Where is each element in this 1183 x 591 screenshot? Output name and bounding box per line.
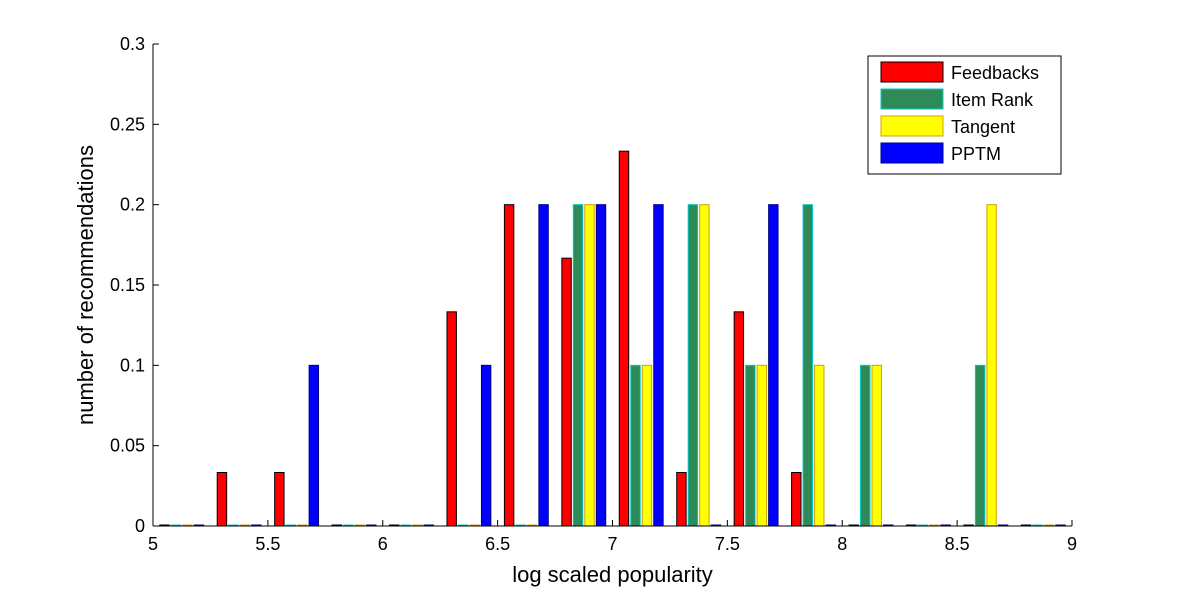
bar-feedbacks-10 (733, 311, 745, 527)
y-tick-label: 0.25 (110, 114, 145, 134)
y-tick-label: 0.3 (120, 34, 145, 54)
legend: Feedbacks Item Rank Tangent PPTM (867, 55, 1062, 175)
bar-item-rank-10 (745, 364, 756, 527)
bar-tangent-12 (871, 364, 882, 527)
x-tick-label: 7.5 (715, 534, 740, 554)
bar-feedbacks-11 (791, 472, 802, 527)
x-tick-label: 8.5 (945, 534, 970, 554)
bar-feedbacks-1 (216, 472, 228, 527)
bar-tangent-9 (699, 204, 710, 527)
bar-feedbacks-7 (561, 257, 572, 527)
x-tick-label: 6.5 (485, 534, 510, 554)
legend-swatch-tangent (880, 115, 944, 137)
bar-pptm-7 (595, 204, 607, 527)
legend-swatch-feedbacks (880, 61, 944, 83)
bar-feedbacks-9 (676, 472, 687, 527)
legend-label-feedbacks: Feedbacks (951, 63, 1039, 83)
x-tick-label: 5.5 (255, 534, 280, 554)
x-axis-label: log scaled popularity (512, 562, 713, 587)
y-tick-label: 0 (135, 516, 145, 536)
bar-tangent-7 (584, 204, 595, 527)
y-tick-label: 0.1 (120, 355, 145, 375)
bar-feedbacks-5 (446, 311, 457, 527)
x-ticks: 5 5.5 6 6.5 7 7.5 8 8.5 9 (148, 520, 1077, 554)
bar-pptm-10 (768, 204, 779, 527)
x-tick-label: 5 (148, 534, 158, 554)
bar-pptm-5 (480, 364, 492, 527)
x-tick-label: 8 (837, 534, 847, 554)
legend-label-tangent: Tangent (951, 117, 1015, 137)
y-ticks: 0 0.05 0.1 0.15 0.2 0.25 0.3 (110, 34, 159, 536)
legend-label-pptm: PPTM (951, 144, 1001, 164)
bar-feedbacks-8 (618, 150, 630, 527)
bar-item-rank-7 (572, 204, 584, 527)
y-tick-label: 0.05 (110, 436, 145, 456)
bar-pptm-6 (538, 204, 549, 527)
x-tick-label: 6 (378, 534, 388, 554)
bar-tangent-8 (641, 364, 653, 527)
bar-pptm-2 (308, 364, 320, 527)
bar-tangent-14 (986, 204, 997, 527)
y-tick-label: 0.15 (110, 275, 145, 295)
legend-label-item-rank: Item Rank (951, 90, 1034, 110)
bar-pptm-8 (653, 204, 664, 527)
y-tick-label: 0.2 (120, 195, 145, 215)
legend-swatch-pptm (880, 142, 944, 164)
bar-tangent-11 (814, 364, 825, 527)
bars-group (159, 150, 1066, 527)
bar-feedbacks-2 (274, 472, 285, 527)
bar-item-rank-12 (860, 364, 871, 527)
bar-item-rank-14 (974, 364, 986, 527)
y-axis-label: number of recommendations (73, 145, 98, 425)
bar-feedbacks-6 (503, 204, 515, 527)
legend-swatch-item-rank (880, 88, 944, 110)
bar-item-rank-9 (687, 204, 699, 527)
x-tick-label: 9 (1067, 534, 1077, 554)
bar-item-rank-8 (630, 364, 641, 527)
x-tick-label: 7 (607, 534, 617, 554)
bar-tangent-10 (756, 364, 768, 527)
bar-item-rank-11 (802, 204, 814, 527)
